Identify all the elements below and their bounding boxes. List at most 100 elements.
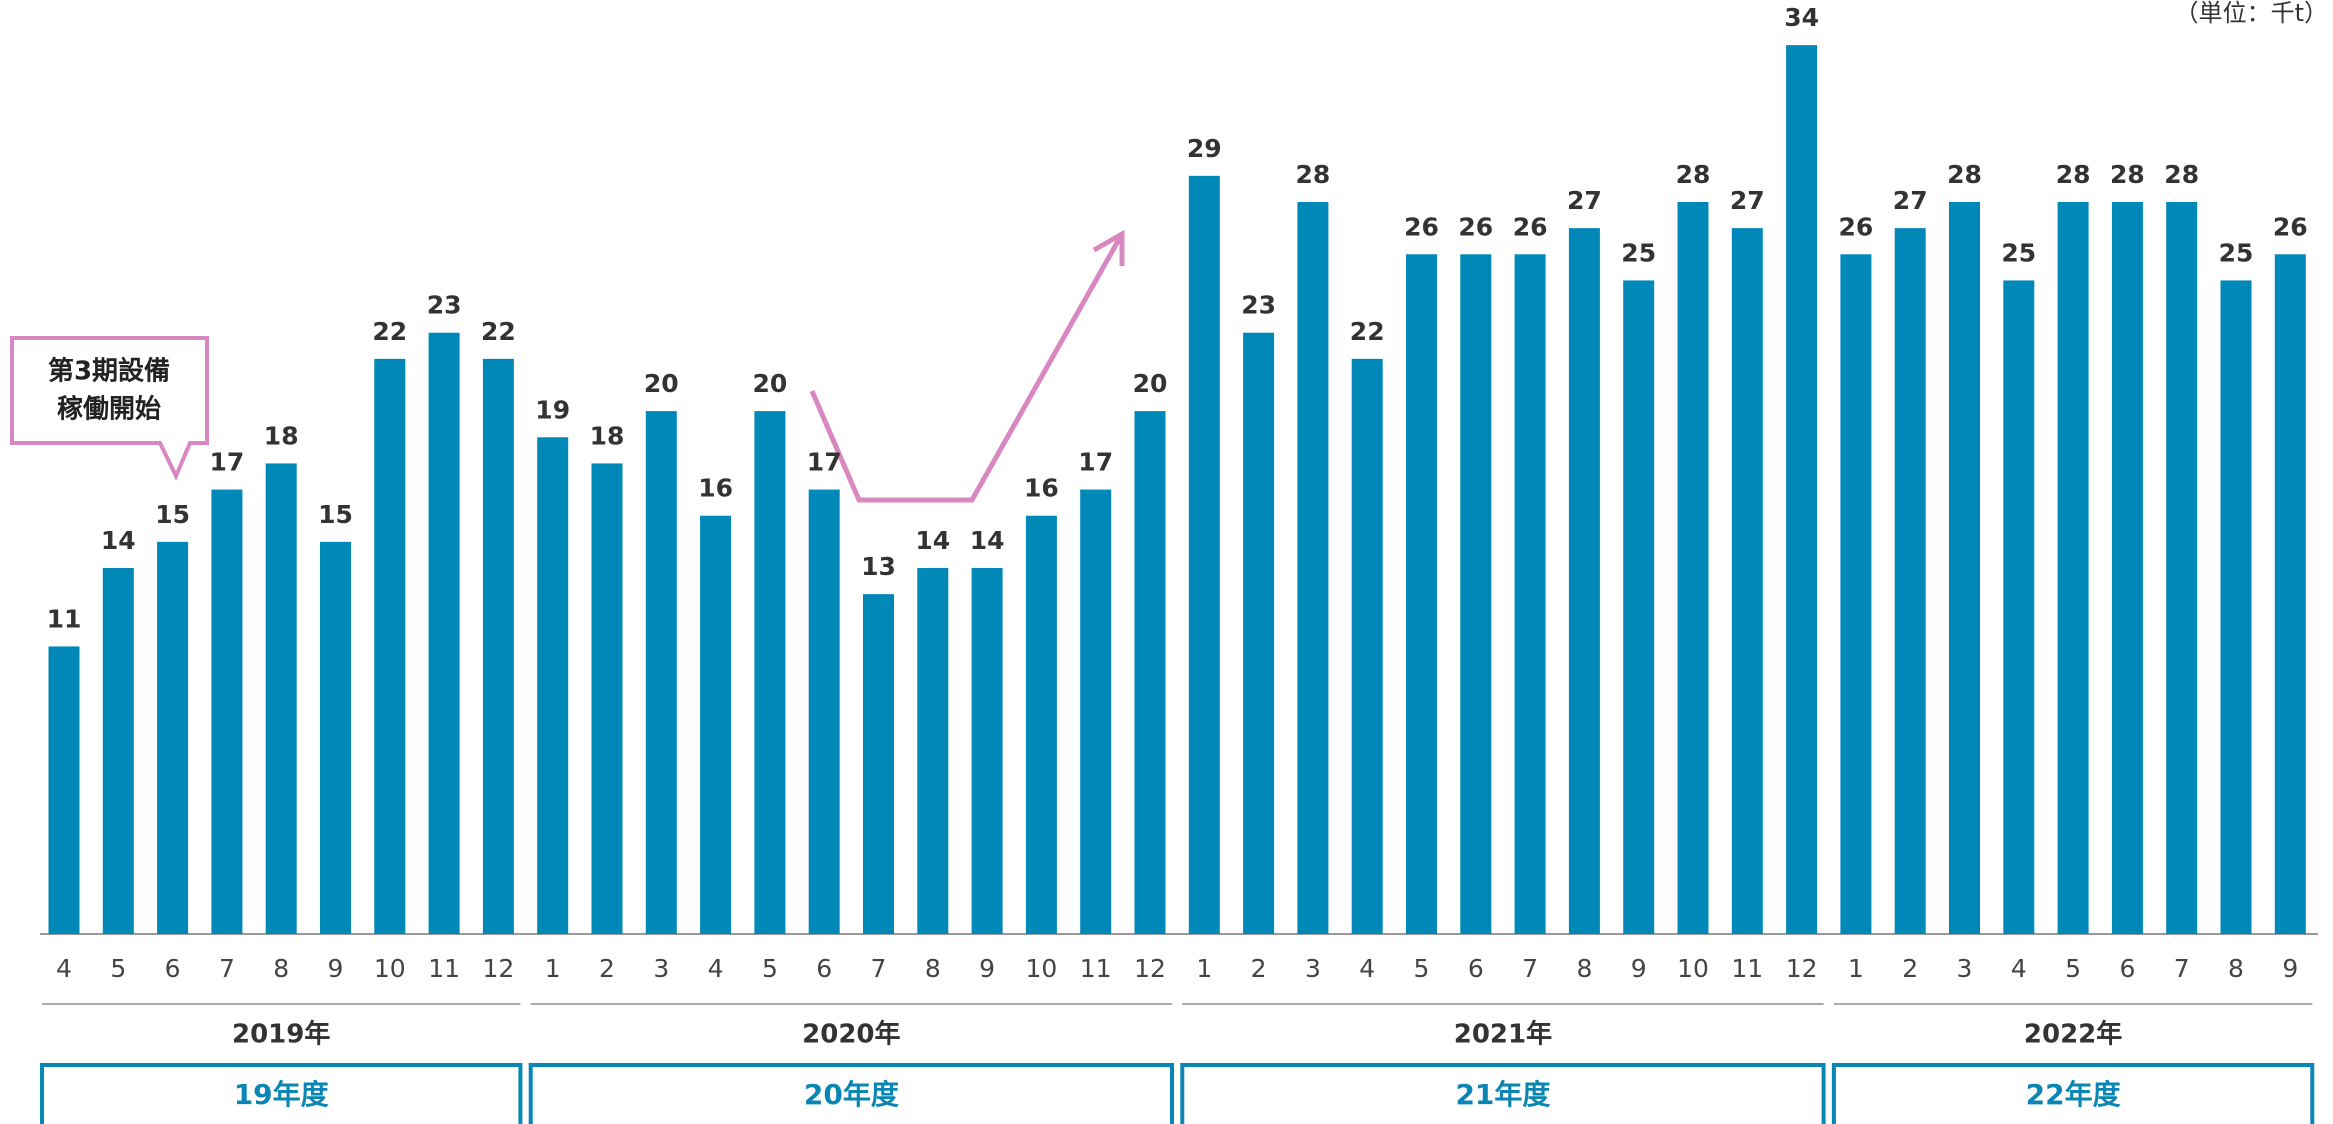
value-label: 20 [644,369,679,398]
bar [2220,280,2252,934]
value-label: 28 [2056,160,2091,189]
bar [265,463,297,934]
fiscal-box [1831,1063,2315,1124]
bar [2166,202,2198,934]
bar [1460,254,1492,935]
bar [1786,45,1818,934]
bar [1188,175,1220,934]
bar [1677,202,1709,934]
value-label: 22 [481,317,516,346]
bar [863,594,894,934]
fiscal-box [528,1063,1174,1124]
x-tick-label: 9 [2282,954,2298,983]
value-label: 20 [1133,369,1168,398]
value-label: 16 [1024,474,1059,503]
value-label: 18 [590,421,625,450]
x-tick-label: 6 [1468,954,1484,983]
bar [754,411,786,935]
x-tick-label: 4 [708,954,724,983]
x-tick-label: 11 [428,954,460,983]
arrow-head [1092,229,1125,266]
value-label: 14 [101,526,136,555]
x-tick-label: 12 [482,954,514,983]
value-label: 17 [210,448,245,477]
value-label: 22 [372,317,407,346]
bar [374,358,406,934]
value-label: 25 [2001,238,2036,267]
value-label: 27 [1730,186,1765,215]
value-label: 17 [807,448,842,477]
x-tick-label: 12 [1786,954,1818,983]
bar [1025,515,1057,934]
value-label: 15 [155,500,190,529]
bar [1623,280,1655,934]
x-tick-label: 3 [1305,954,1321,983]
value-label: 26 [1458,212,1493,241]
bar [917,568,949,934]
callout-text: 稼働開始 [57,395,161,425]
x-tick-label: 8 [1576,954,1592,983]
x-tick-label: 1 [1848,954,1864,983]
value-label: 11 [47,604,82,633]
x-tick-label: 8 [925,954,941,983]
x-tick-label: 9 [979,954,995,983]
x-tick-label: 10 [1025,954,1057,983]
value-label: 14 [970,526,1005,555]
value-label: 22 [1350,317,1385,346]
value-label: 28 [2164,160,2199,189]
bar [1731,228,1763,935]
x-tick-label: 6 [816,954,832,983]
value-label: 13 [861,552,896,581]
value-label: 28 [1676,160,1711,189]
x-tick-label: 4 [56,954,72,983]
value-label: 27 [1567,186,1602,215]
value-label: 23 [1241,291,1276,320]
year-label: 2020年 [802,1019,900,1050]
fiscal-label: 21年度 [1455,1078,1550,1111]
x-tick-label: 8 [273,954,289,983]
value-label: 26 [1839,212,1874,241]
trend-arrow [809,232,1125,503]
bar [1406,254,1437,935]
x-tick-label: 9 [328,954,344,983]
bar [537,437,569,934]
x-tick-label: 10 [374,954,406,983]
value-label: 19 [535,395,570,424]
x-tick-label: 7 [219,954,235,983]
fiscal-box [40,1063,523,1124]
x-tick-label: 7 [2174,954,2190,983]
bar [1297,202,1329,934]
value-label: 29 [1187,134,1222,163]
value-label: 28 [2110,160,2145,189]
year-label: 2021年 [1454,1019,1552,1050]
bar [2003,280,2035,934]
bar [591,463,623,934]
value-label: 17 [1078,448,1113,477]
bar [1894,228,1926,935]
x-tick-label: 3 [1957,954,1973,983]
value-label: 26 [2273,212,2308,241]
callout-text: 第3期設備 [48,356,170,387]
bar [428,332,460,934]
x-tick-label: 3 [653,954,669,983]
x-tick-label: 11 [1731,954,1763,983]
value-label: 18 [264,421,299,450]
bar [2057,202,2089,934]
x-tick-label: 1 [545,954,561,983]
year-label: 2022年 [2024,1019,2122,1050]
value-label: 14 [915,526,950,555]
x-tick-label: 11 [1080,954,1112,983]
fiscal-label: 22年度 [2026,1078,2121,1111]
x-tick-label: 2 [1902,954,1918,983]
value-label: 16 [698,474,733,503]
x-tick-label: 9 [1631,954,1647,983]
x-tick-label: 2 [1251,954,1267,983]
bar [1840,254,1872,935]
bar [1351,358,1383,934]
value-label: 26 [1404,212,1439,241]
unit-label: （単位：千t） [2175,0,2328,27]
value-label: 26 [1513,212,1548,241]
x-tick-label: 5 [1414,954,1430,983]
bar [482,358,514,934]
